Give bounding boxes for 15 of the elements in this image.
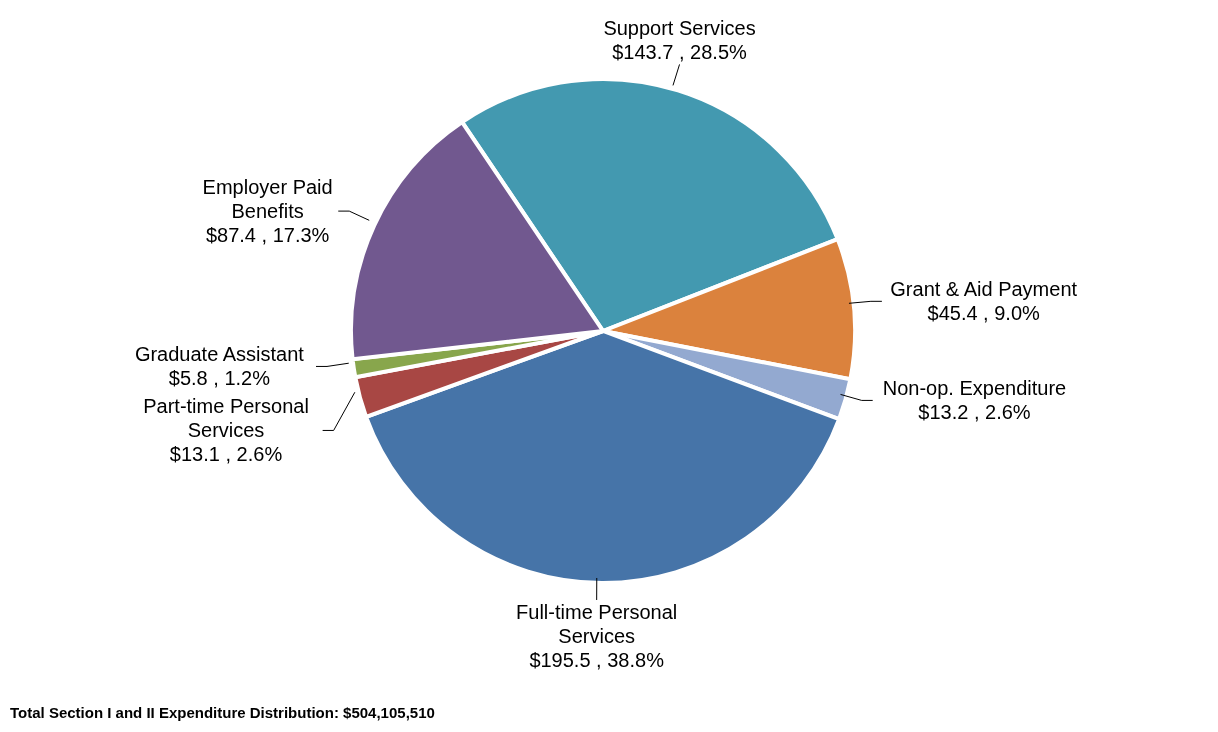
data-label: $143.7 , 28.5% [612,41,748,64]
text: Total Section I and II Expenditure Distribution: $504,105,510 [10,704,435,721]
data-label: $5.8 , 1.2% [168,367,271,390]
slice-label: Full-time Personal Services [516,601,678,647]
slice-label: Support Services [603,17,756,40]
slice-label: Grant & Aid Payment [890,278,1078,301]
data-label: $195.5 , 38.8% [529,649,665,671]
data-label: $13.1 , 2.6% [169,443,283,466]
data-label: $13.2 , 2.6% [918,401,1031,424]
slice-label: Part-time Personal Services [143,395,309,442]
data-label: $87.4 , 17.3% [205,224,330,247]
slice-label: Non-op. Expenditure [882,377,1067,400]
slice-label: Graduate Assistant [134,343,305,366]
slice-label: Employer Paid Benefits [202,176,333,223]
data-label: $45.4 , 9.0% [927,302,1041,325]
